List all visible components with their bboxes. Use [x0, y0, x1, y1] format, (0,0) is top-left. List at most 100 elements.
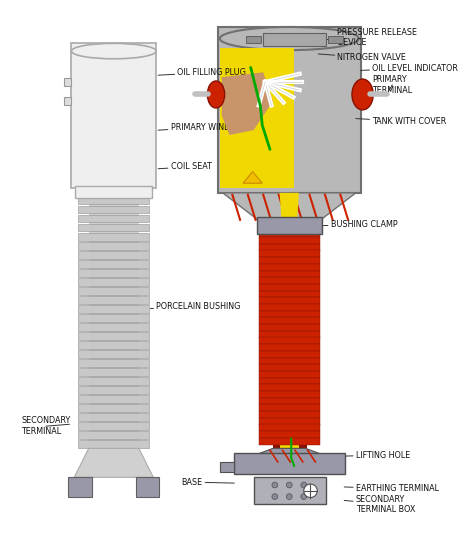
Circle shape [272, 494, 278, 500]
Polygon shape [243, 171, 262, 183]
Bar [78, 377, 149, 385]
Circle shape [286, 482, 292, 488]
Bar [78, 296, 149, 303]
Bar [259, 331, 320, 337]
Polygon shape [280, 193, 299, 222]
Polygon shape [223, 193, 356, 222]
Bar [259, 264, 320, 271]
Bar [220, 462, 234, 472]
Bar [259, 404, 320, 411]
Bar [78, 386, 149, 394]
Text: SECONDARY
TERMINAL: SECONDARY TERMINAL [21, 417, 71, 436]
Bar [246, 36, 261, 43]
Text: SECONDARY
TERMINAL BOX: SECONDARY TERMINAL BOX [344, 495, 415, 514]
Circle shape [301, 482, 307, 488]
Bar [263, 33, 326, 46]
Bar [89, 193, 139, 453]
Polygon shape [74, 448, 153, 478]
Bar [234, 453, 345, 474]
Bar [64, 98, 72, 105]
Bar [78, 332, 149, 340]
Bar [273, 222, 307, 448]
Bar [78, 431, 149, 439]
Bar [259, 310, 320, 317]
Bar [259, 271, 320, 277]
Bar [259, 291, 320, 298]
Text: BUSHING CLAMP: BUSHING CLAMP [321, 220, 397, 229]
Bar [78, 323, 149, 331]
Bar [78, 287, 149, 295]
Circle shape [301, 494, 307, 500]
Bar [259, 418, 320, 425]
Bar [259, 230, 320, 237]
Text: TANK WITH COVER: TANK WITH COVER [356, 117, 447, 126]
Bar [259, 391, 320, 398]
Circle shape [272, 482, 278, 488]
Text: PRIMARY WINDING: PRIMARY WINDING [158, 123, 244, 132]
Text: BASE: BASE [181, 478, 234, 487]
Bar [259, 371, 320, 378]
Bar [259, 384, 320, 391]
Bar [78, 233, 149, 240]
Bar [259, 324, 320, 331]
Bar [78, 413, 149, 421]
Bar [78, 440, 149, 448]
Text: PRESSURE RELEASE
DEVICE: PRESSURE RELEASE DEVICE [326, 28, 418, 47]
Bar [259, 337, 320, 344]
Bar [78, 395, 149, 403]
Text: OIL LEVEL INDICATOR: OIL LEVEL INDICATOR [361, 64, 458, 73]
Bar [259, 424, 320, 431]
Bar [78, 242, 149, 250]
Ellipse shape [207, 81, 225, 108]
Bar [78, 215, 149, 223]
Bar [280, 222, 299, 448]
Bar [72, 43, 156, 188]
Bar [78, 224, 149, 231]
Bar [259, 304, 320, 311]
Ellipse shape [72, 43, 156, 59]
Text: OIL FILLING PLUG: OIL FILLING PLUG [158, 68, 246, 77]
Text: PORCELAIN BUSHING: PORCELAIN BUSHING [150, 302, 241, 311]
Bar [78, 269, 149, 277]
Circle shape [286, 494, 292, 500]
Bar [259, 298, 320, 304]
Bar [259, 317, 320, 324]
Bar [220, 48, 294, 188]
Bar [328, 36, 343, 43]
Bar [259, 411, 320, 418]
Bar [259, 378, 320, 384]
Bar [259, 224, 320, 231]
Bar [259, 344, 320, 351]
Bar [259, 277, 320, 284]
Text: PRIMARY
TERMINAL: PRIMARY TERMINAL [372, 75, 412, 94]
Bar [78, 305, 149, 313]
Bar [259, 284, 320, 291]
Bar [259, 398, 320, 404]
Polygon shape [234, 448, 344, 463]
Bar [259, 357, 320, 364]
Bar [78, 260, 149, 267]
Bar [259, 237, 320, 244]
Bar [78, 404, 149, 412]
Bar [259, 251, 320, 257]
Bar [259, 438, 320, 445]
Bar [78, 341, 149, 349]
Text: EARTHING TERMINAL: EARTHING TERMINAL [344, 485, 439, 493]
Ellipse shape [352, 79, 373, 110]
Bar [64, 78, 72, 86]
Text: COIL SEAT: COIL SEAT [158, 162, 211, 171]
Bar [75, 186, 152, 198]
Bar [78, 359, 149, 367]
Bar [78, 422, 149, 430]
Bar [259, 351, 320, 357]
Bar [78, 278, 149, 286]
Text: NITROGEN VALVE: NITROGEN VALVE [318, 53, 406, 63]
Ellipse shape [220, 27, 359, 50]
Circle shape [304, 484, 317, 497]
Bar [259, 257, 320, 264]
Bar [78, 314, 149, 322]
Bar [78, 197, 149, 204]
Bar [78, 350, 149, 358]
Bar [257, 217, 322, 234]
Bar [254, 478, 326, 505]
